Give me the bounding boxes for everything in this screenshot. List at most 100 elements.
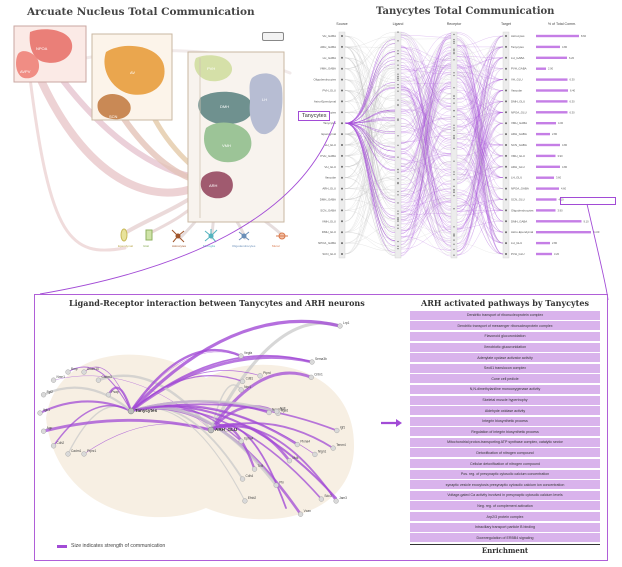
percent-bar xyxy=(536,67,546,70)
percent-bar xyxy=(536,252,552,256)
sankey-source-label: VMH_GLU xyxy=(322,219,336,223)
sankey-target-node xyxy=(505,133,507,136)
sankey-link xyxy=(400,189,452,203)
sankey-link xyxy=(400,47,452,214)
sankey-link xyxy=(456,41,504,102)
sankey-target-node xyxy=(505,253,507,255)
lr-node xyxy=(50,443,57,449)
lr-node-label: Cntn1 xyxy=(314,372,323,376)
lr-node xyxy=(257,373,263,379)
sankey-node-dot xyxy=(397,144,399,147)
sankey-node-dot xyxy=(453,49,455,52)
celltype-label-3: Microglia xyxy=(203,244,216,248)
region-lh xyxy=(249,73,283,135)
sankey-link xyxy=(400,198,452,215)
lr-node xyxy=(334,427,340,434)
sankey-target-node xyxy=(505,231,507,234)
sankey-link xyxy=(400,86,452,148)
percent-bar xyxy=(536,187,559,190)
lr-node-label: Vcan xyxy=(304,509,311,513)
pathway-bar: Adenylate cyclase activator activity xyxy=(410,353,600,363)
tanycytes-total-title: Tanycytes Total Communication xyxy=(376,6,555,17)
percent-bar-value: 2.80 xyxy=(552,132,558,136)
sankey-node-dot xyxy=(397,119,399,122)
lr-node xyxy=(294,441,300,448)
sankey-target-label: Oligodendrocytes xyxy=(511,208,534,212)
sankey-node-dot xyxy=(453,102,455,104)
sankey-link xyxy=(456,146,504,211)
pathways-axis xyxy=(410,544,600,545)
sankey-link xyxy=(344,232,396,251)
lr-node-label: Ptn xyxy=(279,480,284,484)
sankey-link xyxy=(456,155,504,208)
lr-node-label: Itgb1 xyxy=(43,408,50,412)
sankey-link-tanycytes xyxy=(344,122,396,132)
sankey-link-tanycytes xyxy=(344,86,396,124)
sankey-node-dot xyxy=(453,191,455,193)
pathway-bar: Intraciliary transport particle B bindin… xyxy=(410,522,600,532)
sankey-source-node xyxy=(341,209,343,212)
percent-bar-value: 6.30 xyxy=(570,99,576,103)
pathway-bar: Xenobiotic glucuronidation xyxy=(410,342,600,352)
pathway-bar-label: Adenylate cyclase activator activity xyxy=(477,355,533,360)
sankey-link xyxy=(400,229,452,241)
lr-node-label: Nrp1 xyxy=(244,385,251,389)
sankey-link xyxy=(344,40,396,69)
percent-bar-value: 3.90 xyxy=(558,154,564,158)
sankey-link xyxy=(400,35,452,71)
percent-bar-value: 6.30 xyxy=(570,110,576,114)
sankey-node-dot xyxy=(397,135,399,137)
sankey-source-node xyxy=(341,231,343,234)
lr-node-label: Cdh4 xyxy=(246,474,254,478)
tanycytes-sankey: Source Ligand Receptor Target % of Total Com… xyxy=(314,22,600,259)
pathway-bar-label: Dendritic transport of messenger ribonuc… xyxy=(457,323,553,328)
region-av xyxy=(104,45,165,95)
sankey-link xyxy=(456,64,504,80)
sankey-source-node xyxy=(341,111,343,114)
percent-bar-value: 4.00 xyxy=(558,121,564,125)
lr-node xyxy=(65,451,71,457)
lr-node-label: Bmp xyxy=(71,367,78,371)
sankey-link xyxy=(400,66,452,83)
sankey-node-dot xyxy=(453,147,455,150)
lr-node xyxy=(330,445,336,451)
pathway-bar: Sec61 translocon complex xyxy=(410,363,600,373)
sankey-link xyxy=(456,68,504,74)
sankey-link-tanycytes xyxy=(344,122,396,172)
sankey-target-label: LH_GABA xyxy=(511,56,524,60)
percent-bar xyxy=(536,89,568,92)
sankey-link xyxy=(400,57,452,127)
sankey-node-dot xyxy=(453,185,455,188)
sankey-node-dot xyxy=(453,239,455,241)
lr-node-label: Ptprz1 xyxy=(87,449,96,453)
sankey-target-node xyxy=(505,176,507,179)
sankey-link xyxy=(400,195,452,230)
sankey-link xyxy=(456,168,504,178)
sankey-node-dot xyxy=(397,177,399,180)
tanycytes-highlight-label: Tanycytes xyxy=(298,111,331,121)
sankey-target-label: VMH_GABA xyxy=(511,121,527,125)
sankey-source-label: PVH_GLU xyxy=(323,89,337,93)
lr-node xyxy=(309,359,315,365)
lr-node xyxy=(333,498,339,504)
percent-bar xyxy=(536,122,556,125)
lr-node-label: Tenm4 xyxy=(336,443,346,447)
sankey-node-dot xyxy=(453,97,455,100)
sankey-link xyxy=(456,221,504,229)
sankey-link xyxy=(456,197,504,255)
pathway-bar-label: Aldehyde oxidase activity xyxy=(484,408,526,413)
percent-bar-value: 4.10 xyxy=(559,198,565,202)
sankey-link xyxy=(344,107,396,113)
sankey-node-dot xyxy=(453,51,455,53)
lr-node-label: Tcf4 xyxy=(258,464,264,468)
scale-bar-icon xyxy=(262,32,284,41)
pathways-bars: Dendritic transport of ribonucleoprotein… xyxy=(410,310,600,543)
sankey-link xyxy=(456,33,504,80)
sankey-link xyxy=(400,54,452,107)
lr-node-label: Nlgn1 xyxy=(318,449,327,453)
pathway-bar-label: Detoxification of nitrogen compound xyxy=(476,450,534,455)
lr-hub-node xyxy=(127,407,135,415)
sankey-link xyxy=(456,59,504,91)
sankey-node-dot xyxy=(397,90,399,92)
sankey-link xyxy=(400,71,452,133)
